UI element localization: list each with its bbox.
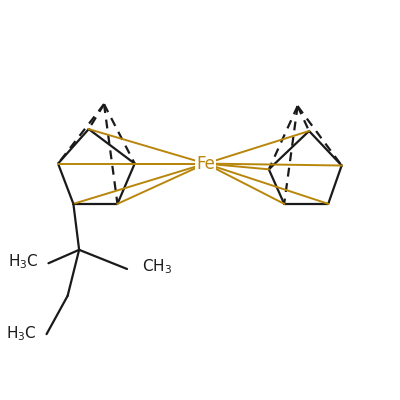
Text: Fe: Fe bbox=[196, 154, 215, 172]
Text: H$_3$C: H$_3$C bbox=[8, 252, 39, 271]
Text: CH$_3$: CH$_3$ bbox=[142, 258, 172, 276]
Text: H$_3$C: H$_3$C bbox=[6, 325, 37, 344]
